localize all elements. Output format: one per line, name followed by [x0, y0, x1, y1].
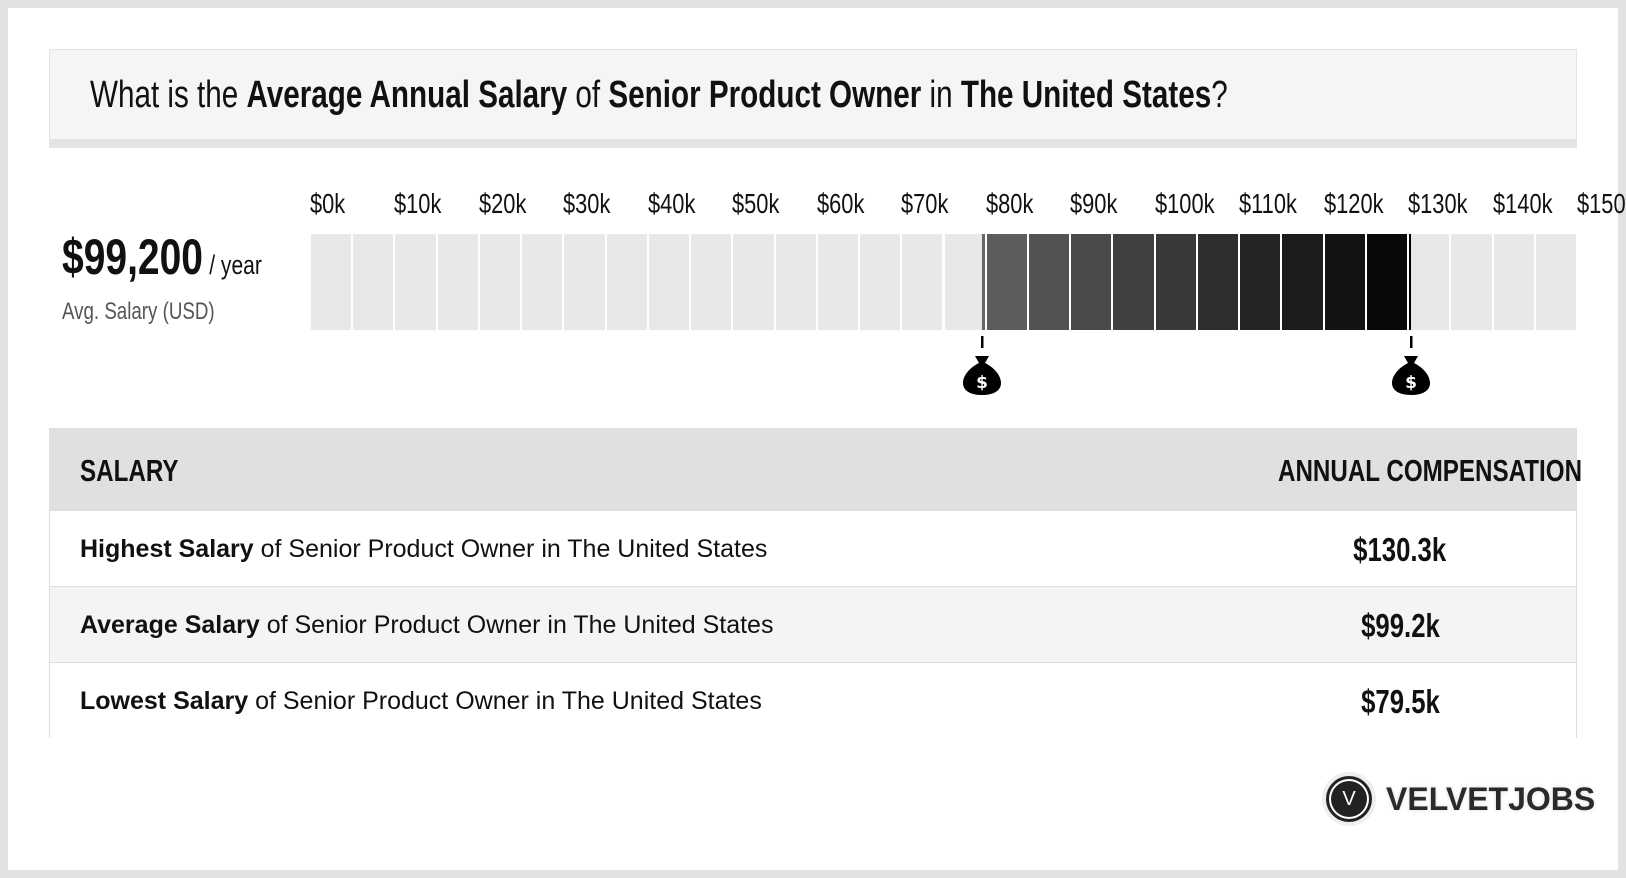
row-value: $79.5k — [1360, 683, 1440, 720]
logo-text: VELVETJOBS — [1386, 780, 1596, 817]
range-fill-segment — [1113, 234, 1154, 330]
range-fill-segment — [1155, 234, 1196, 330]
tick-label: $140k — [1492, 188, 1553, 219]
svg-text:$: $ — [1405, 373, 1417, 393]
bar-segment — [860, 234, 901, 330]
tick-label: $90k — [1070, 188, 1118, 219]
table-row: Average Salary of Senior Product Owner i… — [50, 586, 1576, 662]
header-salary: SALARY — [80, 453, 179, 488]
velvetjobs-logo[interactable]: V VELVETJOBS — [1322, 772, 1595, 826]
unit-label: / year — [209, 250, 262, 280]
tick-label: $100k — [1154, 188, 1215, 219]
salary-range-bar — [310, 234, 1577, 330]
bar-segment — [479, 234, 521, 330]
header-annual-compensation: ANNUAL COMPENSATION — [1278, 453, 1583, 488]
tick-label: $50k — [732, 188, 780, 219]
range-fill-segment — [1028, 234, 1070, 330]
range-fill-segment — [1409, 234, 1411, 330]
bar-segment — [902, 234, 943, 330]
bar-segment — [1409, 234, 1450, 330]
row-label: Average Salary of Senior Product Owner i… — [80, 611, 774, 639]
bar-segment — [691, 234, 732, 330]
table-header: SALARY ANNUAL COMPENSATION — [50, 429, 1582, 510]
row-label: Lowest Salary of Senior Product Owner in… — [80, 687, 762, 715]
bar-segment — [564, 234, 605, 330]
table-row: Lowest Salary of Senior Product Owner in… — [50, 662, 1576, 738]
bar-segment — [522, 234, 563, 330]
bar-segment — [437, 234, 478, 330]
range-fill-segment — [1197, 234, 1239, 330]
bar-segment — [311, 234, 352, 330]
page-title: What is the Average Annual Salary of Sen… — [90, 74, 1228, 116]
range-fill-segment — [981, 234, 985, 330]
range-fill-segment — [1071, 234, 1112, 330]
bar-segment — [1451, 234, 1492, 330]
money-bag-icon: $ — [1391, 336, 1431, 400]
bar-segment — [944, 234, 985, 330]
range-fill-segment — [986, 234, 1027, 330]
row-value: $99.2k — [1360, 607, 1440, 644]
average-label: Avg. Salary (USD) — [62, 298, 215, 325]
bar-segment — [1493, 234, 1534, 330]
range-fill-segment — [1324, 234, 1365, 330]
tick-label: $30k — [563, 188, 611, 219]
tick-label: $10k — [394, 188, 442, 219]
logo-mark: V — [1322, 772, 1376, 826]
range-fill-segment — [1240, 234, 1281, 330]
tick-label: $40k — [647, 188, 696, 219]
tick-label: $20k — [478, 188, 527, 219]
tick-label: $120k — [1323, 188, 1384, 219]
tick-label: $150k+ — [1577, 188, 1626, 219]
salary-table: SALARY ANNUAL COMPENSATION Highest Salar… — [49, 428, 1582, 738]
average-value: $99,200 — [62, 229, 203, 285]
svg-text:$: $ — [976, 373, 988, 393]
bar-segment — [648, 234, 690, 330]
bar-segment — [1535, 234, 1576, 330]
tick-label: $0k — [310, 188, 346, 219]
bar-segment — [395, 234, 436, 330]
row-label: Highest Salary of Senior Product Owner i… — [80, 535, 768, 563]
average-salary: $99,200/ year — [62, 228, 262, 286]
row-value: $130.3k — [1353, 531, 1447, 568]
tick-label: $70k — [901, 188, 949, 219]
bar-segment — [606, 234, 647, 330]
range-fill-segment — [1282, 234, 1323, 330]
table-row: Highest Salary of Senior Product Owner i… — [50, 510, 1576, 586]
tick-label: $130k — [1408, 188, 1468, 219]
bar-segment — [733, 234, 774, 330]
money-bag-icon: $ — [962, 336, 1002, 400]
table-body: Highest Salary of Senior Product Owner i… — [50, 510, 1576, 738]
tick-label: $80k — [985, 188, 1034, 219]
tick-label: $110k — [1239, 188, 1298, 219]
tick-label: $60k — [816, 188, 865, 219]
bar-segment — [817, 234, 859, 330]
title-box: What is the Average Annual Salary of Sen… — [49, 49, 1577, 148]
range-fill-segment — [1366, 234, 1408, 330]
bar-segment — [353, 234, 394, 330]
bar-segment — [775, 234, 816, 330]
